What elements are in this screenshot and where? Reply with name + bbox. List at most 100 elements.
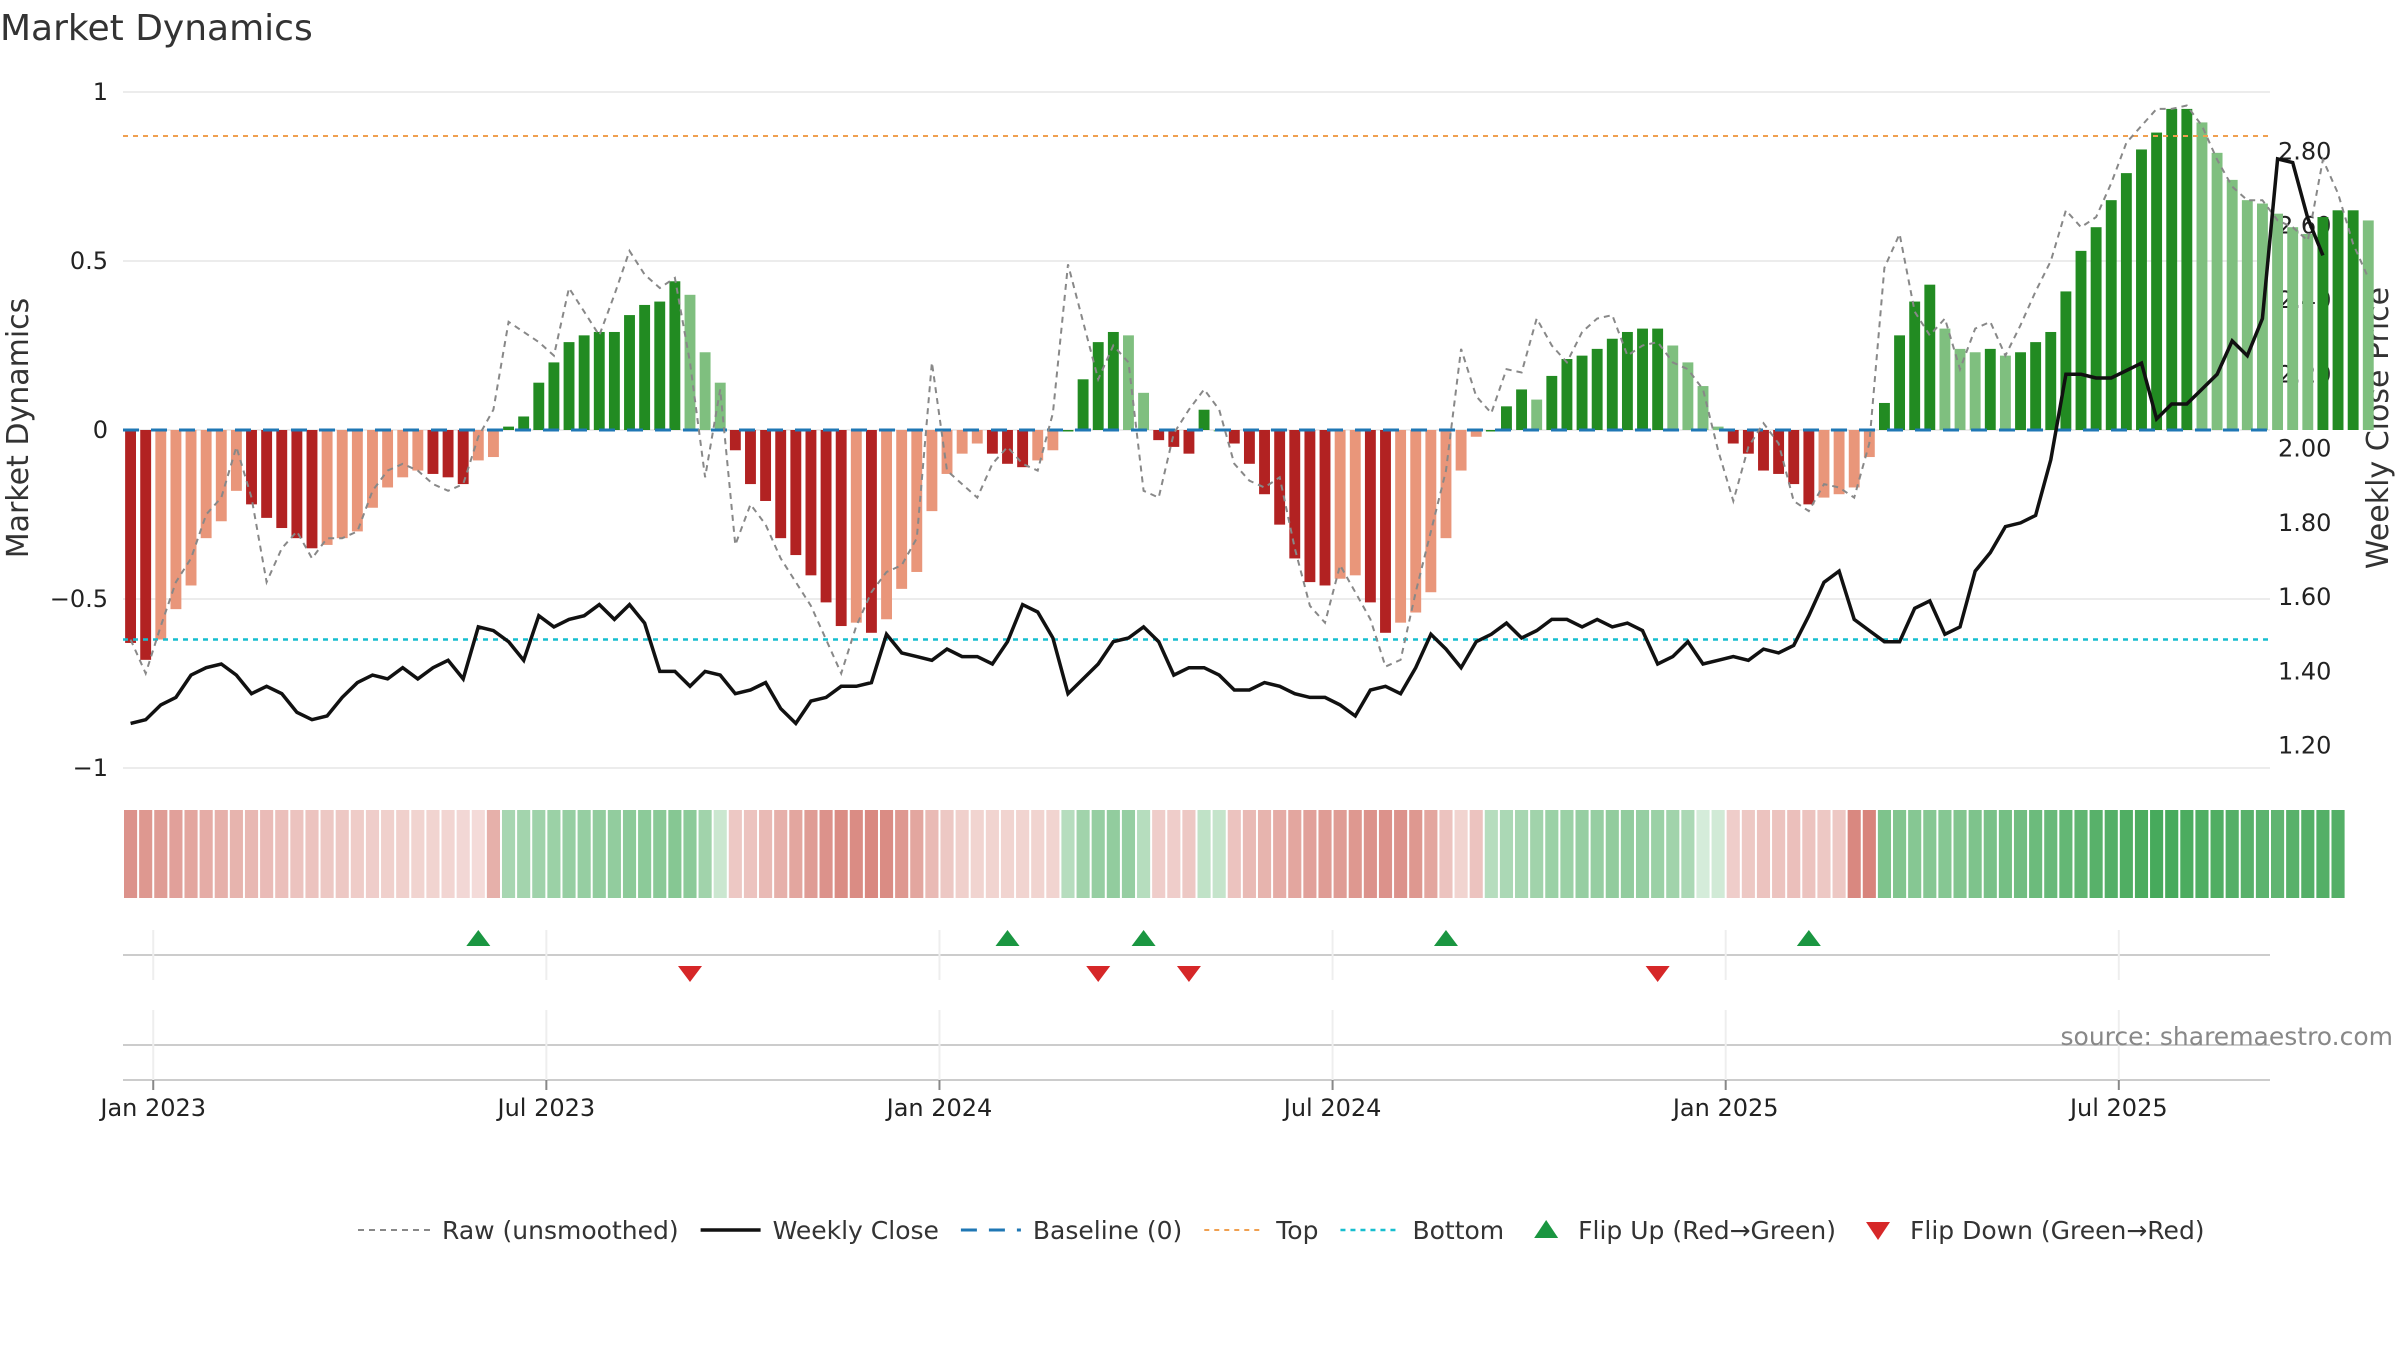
dynamics-bar	[1395, 430, 1407, 623]
dynamics-bar	[2030, 342, 2042, 430]
regime-cell	[774, 810, 788, 898]
dynamics-bar	[1334, 430, 1346, 579]
regime-cell	[1530, 810, 1544, 898]
regime-cell	[2301, 810, 2315, 898]
dynamics-bar	[1742, 430, 1754, 454]
dynamics-bar	[336, 430, 348, 539]
dynamics-bar	[1107, 331, 1119, 430]
dynamics-bar	[1727, 430, 1739, 444]
dynamics-bar	[1531, 399, 1543, 430]
regime-cell	[607, 810, 621, 898]
regime-cell	[577, 810, 591, 898]
regime-cell	[864, 810, 878, 898]
dynamics-bar	[775, 430, 787, 539]
dynamics-bar	[881, 430, 892, 620]
dynamics-bar	[1123, 335, 1134, 430]
dynamics-bar	[1168, 430, 1180, 447]
regime-cell	[1726, 810, 1740, 898]
dynamics-bar	[503, 426, 514, 430]
dynamics-bar	[608, 331, 620, 430]
regime-cell	[1439, 810, 1453, 898]
dynamics-bar	[699, 352, 711, 430]
dynamics-bar	[412, 430, 424, 471]
dynamics-bar	[2105, 200, 2117, 430]
dynamics-bar	[911, 430, 923, 572]
legend-swatch	[1534, 1220, 1559, 1238]
regime-cell	[411, 810, 425, 898]
regime-cell	[1893, 810, 1907, 898]
regime-cell	[1862, 810, 1876, 898]
dynamics-bar	[185, 430, 197, 586]
dynamics-bar	[926, 430, 938, 512]
legend-swatch	[1866, 1222, 1891, 1240]
regime-cell	[350, 810, 364, 898]
dynamics-bar	[1364, 430, 1376, 603]
regime-cell	[955, 810, 969, 898]
dynamics-bar	[1848, 430, 1860, 488]
regime-cell	[698, 810, 712, 898]
flip-down-marker	[677, 966, 702, 982]
dynamics-bar	[639, 304, 651, 430]
regime-cell	[214, 810, 228, 898]
dynamics-bar	[790, 430, 802, 556]
regime-cell	[2059, 810, 2073, 898]
dynamics-bar	[472, 430, 484, 461]
dynamics-bar	[1697, 386, 1709, 430]
dynamics-bar	[1304, 430, 1316, 583]
regime-shading-strip	[124, 810, 2345, 898]
regime-cell	[229, 810, 243, 898]
legend-label: Baseline (0)	[1033, 1216, 1182, 1245]
regime-cell	[2089, 810, 2103, 898]
regime-cell	[1847, 810, 1861, 898]
regime-cell	[2240, 810, 2254, 898]
legend-item-top: Top	[1204, 1216, 1318, 1245]
legend-label: Flip Down (Green→Red)	[1910, 1216, 2205, 1245]
dynamics-bar	[2241, 200, 2253, 430]
dynamics-bar	[1319, 430, 1331, 586]
dynamics-bar	[2196, 122, 2208, 431]
dynamics-bar	[956, 430, 968, 454]
flip-up-marker	[466, 930, 491, 946]
dynamics-bar	[1546, 375, 1558, 430]
dynamics-bar	[397, 430, 409, 478]
dynamics-bar	[1289, 430, 1301, 559]
dynamics-bar	[986, 430, 998, 454]
regime-cell	[501, 810, 516, 898]
regime-cell	[1817, 810, 1831, 898]
regime-cell	[1953, 810, 1967, 898]
regime-cell	[2210, 810, 2224, 898]
legend-item-close: Weekly Close	[700, 1216, 939, 1245]
regime-cell	[184, 810, 198, 898]
regime-cell	[910, 810, 924, 898]
dynamics-bar	[1092, 342, 1104, 430]
regime-cell	[2331, 810, 2345, 898]
regime-cell	[1545, 810, 1559, 898]
regime-cell	[940, 810, 954, 898]
dynamics-bar	[1062, 430, 1074, 432]
right-tick-label: 1.20	[2278, 732, 2331, 760]
regime-cell	[1666, 810, 1680, 898]
legend-item-baseline: Baseline (0)	[960, 1216, 1182, 1245]
regime-cell	[320, 810, 334, 898]
right-tick-label: 2.00	[2278, 435, 2331, 463]
regime-cell	[305, 810, 319, 898]
dynamics-bar	[2332, 210, 2344, 430]
regime-cell	[2225, 810, 2239, 898]
dynamics-bar	[1788, 430, 1800, 485]
legend-label: Flip Up (Red→Green)	[1578, 1216, 1836, 1245]
x-tick-label: Jul 2023	[496, 1094, 596, 1122]
dynamics-bar	[1002, 430, 1013, 464]
flip-up-marker	[1131, 930, 1156, 946]
dynamics-bar	[2151, 132, 2163, 430]
dynamics-bar	[382, 430, 394, 488]
dynamics-bar	[835, 430, 847, 627]
dynamics-bar	[2075, 250, 2087, 430]
x-tick-label: Jul 2024	[1282, 1094, 1382, 1122]
dynamics-bar	[200, 430, 212, 539]
regime-cell	[396, 810, 410, 898]
dynamics-bar	[2362, 220, 2374, 430]
left-y-axis-ticks: 1 0.5 0 −0.5 −1	[50, 78, 108, 782]
dynamics-bar	[563, 342, 575, 430]
dynamics-bar	[865, 430, 877, 633]
dynamics-bar	[246, 430, 257, 505]
